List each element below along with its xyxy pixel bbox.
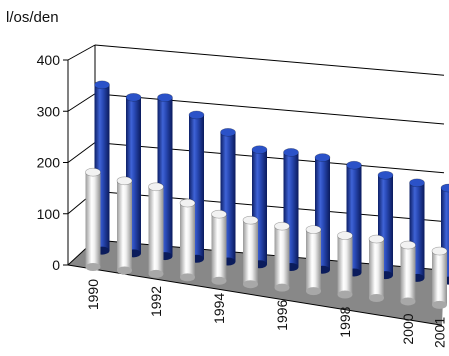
y-tick-label: 0: [52, 257, 60, 273]
x-tick-label: 1990: [85, 279, 101, 310]
front-bar-2000-base: [400, 297, 416, 306]
y-tick-label: 400: [37, 52, 61, 68]
front-bar-2000: [400, 240, 416, 306]
y-axis-label: l/os/den: [6, 9, 59, 26]
front-bar-1998-top: [337, 231, 353, 240]
front-bar-1991-body: [117, 180, 132, 271]
front-bar-1996: [274, 221, 290, 292]
gridline-side: [67, 142, 96, 163]
front-bar-2001-body: [432, 251, 447, 305]
gridline: [94, 44, 445, 76]
gridline: [94, 93, 445, 125]
back-bar-1992-top: [157, 93, 173, 102]
x-tick-label: 2001: [432, 317, 448, 348]
x-tick-label: 2000: [400, 313, 416, 344]
front-bar-1992-top: [148, 182, 164, 192]
front-bar-1997-base: [306, 287, 321, 296]
front-bar-1995: [242, 215, 259, 289]
x-tick-label: 1994: [211, 293, 227, 324]
front-bar-1994-body: [211, 214, 227, 281]
back-bar-1994-top: [220, 128, 236, 137]
x-axis: [67, 264, 443, 326]
front-bar-1997-top: [305, 225, 322, 234]
bars: [85, 80, 449, 309]
front-bar-1996-top: [274, 221, 290, 231]
back-bar-1991-top: [125, 93, 142, 102]
front-bar-1991-top: [116, 176, 133, 186]
front-bar-2001: [431, 246, 448, 309]
back-bar-1997-top: [314, 153, 331, 162]
front-bar-1999-top: [368, 234, 385, 244]
front-bar-1998-body: [337, 235, 353, 295]
front-bar-1997: [305, 225, 322, 296]
front-bar-1999-base: [369, 294, 384, 303]
front-bar-1992-body: [148, 186, 164, 274]
front-bar-1995-body: [243, 220, 258, 285]
front-bar-1993-base: [180, 273, 195, 282]
back-bar-2000-top: [409, 178, 425, 188]
front-bar-1999: [368, 234, 385, 303]
front-bar-1991: [116, 176, 133, 275]
y-tick-label: 300: [37, 103, 61, 119]
y-tick-label: 200: [37, 155, 61, 171]
front-bar-1992: [148, 182, 164, 278]
x-tick-label: 1992: [148, 286, 164, 317]
front-bar-2001-base: [432, 300, 447, 309]
front-bar-1998-base: [337, 290, 353, 299]
front-bar-1994: [211, 209, 227, 285]
x-tick-labels: 1990 1992 1994 1996 1998 2000 2001: [85, 279, 448, 348]
front-bar-1996-base: [274, 283, 290, 292]
front-bar-1994-base: [211, 276, 227, 285]
back-bar-1998-top: [346, 160, 362, 170]
front-bar-1996-body: [274, 226, 290, 288]
front-bar-2000-body: [400, 245, 416, 302]
front-bar-1993-body: [180, 203, 195, 278]
back-bar-1993-top: [188, 110, 205, 120]
front-bar-1990-body: [85, 172, 101, 268]
x-tick-label: 1998: [337, 306, 353, 337]
back-bar-1996-top: [283, 148, 299, 157]
x-tick-label: 1996: [274, 299, 290, 330]
front-bar-1993-top: [179, 198, 196, 208]
front-bar-1992-base: [148, 269, 164, 278]
back-bar-2001-body: [441, 188, 449, 281]
front-bar-1993: [179, 198, 196, 282]
back-bar-1999-top: [377, 170, 394, 180]
front-bar-2001-top: [431, 246, 448, 256]
back-bar-1995-top: [251, 145, 268, 154]
front-bar-1999-body: [369, 239, 384, 299]
gridline-side: [67, 44, 96, 61]
front-bar-1990: [85, 167, 101, 272]
y-tick-label: 100: [37, 206, 61, 222]
y-tick-labels: 0 100 200 300 400: [37, 52, 61, 273]
front-bar-1990-base: [85, 263, 101, 272]
front-bar-1991-base: [117, 266, 132, 275]
front-bar-1995-top: [242, 215, 259, 225]
front-bar-1997-body: [306, 229, 321, 292]
front-bar-1990-top: [85, 167, 101, 177]
front-bar-1994-top: [211, 209, 227, 219]
front-bar-1998: [337, 231, 353, 299]
gridline: [94, 142, 445, 174]
front-bar-1995-base: [243, 280, 258, 289]
back-bar-1990-top: [94, 80, 110, 90]
front-bar-2000-top: [400, 240, 416, 250]
gridline-side: [67, 93, 96, 112]
